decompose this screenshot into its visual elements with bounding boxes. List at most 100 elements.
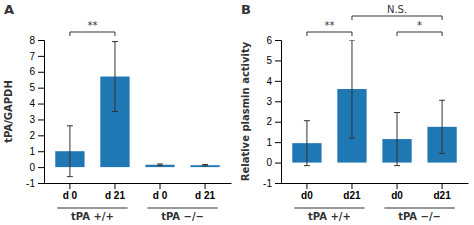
tick-mark: [114, 183, 115, 189]
tick-mark: [351, 183, 352, 189]
tick-mark: [38, 88, 44, 89]
panel: -10123456d0d21d0d21***N.S.tPA +/+tPA −/−…: [240, 2, 469, 222]
tick-mark: [38, 151, 44, 152]
bracket: [352, 16, 442, 20]
title: A: [4, 2, 14, 17]
annotations: **tPA +/+tPA −/−: [57, 20, 217, 222]
tick-label: 2: [266, 116, 272, 127]
plot: -10123456d0d21d0d21***N.S.tPA +/+tPA −/−…: [240, 4, 469, 222]
group-underline: [57, 208, 127, 209]
x-tick: d 0: [63, 183, 78, 201]
y-tick: 4: [266, 76, 281, 87]
tick-mark: [205, 183, 206, 189]
tick-mark: [442, 183, 443, 189]
bracket: [307, 32, 352, 36]
tick-label: 6: [266, 35, 272, 46]
error-bar: [349, 40, 355, 138]
tick-mark: [38, 167, 44, 168]
bracket: [70, 32, 115, 36]
error-bar: [157, 164, 163, 166]
tick-label: 3: [29, 114, 35, 125]
tick-label: -1: [26, 178, 35, 189]
tick-mark: [69, 183, 70, 189]
error-bar: [394, 113, 400, 166]
tick-label: 4: [266, 76, 272, 87]
bracket: [397, 32, 442, 36]
y-tick: 4: [29, 98, 44, 109]
tick-label: 7: [29, 51, 35, 62]
group-underline: [147, 208, 217, 209]
axis-line: [282, 183, 469, 184]
group-underline: [294, 208, 364, 209]
group-label: tPA −/−: [161, 211, 204, 222]
error-bar: [67, 126, 73, 177]
tick-mark: [38, 183, 44, 184]
tick-label: 6: [29, 66, 35, 77]
tick-label: d 21: [195, 190, 215, 201]
y-tick: 1: [29, 146, 44, 157]
tick-label: 3: [266, 96, 272, 107]
group-label: tPA +/+: [71, 211, 114, 222]
tick-mark: [38, 56, 44, 57]
tick-label: d 21: [105, 190, 125, 201]
tick-label: d 0: [63, 190, 78, 201]
y-tick: 8: [29, 35, 44, 46]
tick-label: 0: [29, 162, 35, 173]
tick-label: d0: [301, 190, 313, 201]
tick-label: 1: [29, 146, 35, 157]
axis-line: [275, 41, 282, 184]
y-axis: -1 0 1 2 3 4 5 6: [263, 35, 281, 189]
tick-label: 8: [29, 35, 35, 46]
tick-mark: [38, 72, 44, 73]
y-axis: -1 0 1 2 3 4 5 6 7 8: [26, 35, 44, 189]
y-tick: 7: [29, 51, 44, 62]
group-label: tPA −/−: [398, 211, 441, 222]
y-tick: -1: [26, 178, 44, 189]
y-tick: 0: [29, 162, 44, 173]
axis-line: [38, 41, 45, 184]
tick-mark: [397, 183, 398, 189]
x-tick: d0: [301, 183, 313, 201]
y-tick: 0: [266, 157, 281, 168]
marks: [55, 42, 219, 177]
tick-label: -1: [263, 178, 272, 189]
tick-label: d21: [343, 190, 361, 201]
y-tick: 1: [266, 137, 281, 148]
tick-mark: [275, 40, 281, 41]
y-tick: 6: [29, 66, 44, 77]
y-label: tPA/GAPDH: [3, 80, 14, 143]
x-tick: d21: [343, 183, 361, 201]
bar: [190, 165, 219, 167]
x-tick: d 21: [195, 183, 215, 201]
y-tick: 5: [29, 82, 44, 93]
error-bar: [112, 42, 118, 112]
tick-mark: [275, 60, 281, 61]
tick-mark: [275, 163, 281, 164]
x-tick: d0: [391, 183, 403, 201]
bar: [145, 165, 174, 167]
bracket-label: N.S.: [387, 4, 407, 15]
tick-mark: [38, 104, 44, 105]
y-label: Relative plasmin activity: [240, 41, 251, 181]
tick-label: d 0: [153, 190, 168, 201]
y-tick: 3: [29, 114, 44, 125]
x-axis: d0 d21 d0 d21: [282, 183, 469, 201]
tick-label: 2: [29, 130, 35, 141]
tick-label: d0: [391, 190, 403, 201]
y-tick: 5: [266, 55, 281, 66]
tick-mark: [275, 142, 281, 143]
chart: -1 0 1 2 3 4 5 6 7 8 d 0 d 21 d 0 d 21 ** tPA +/+ tPA −/…: [0, 0, 474, 225]
axis-line: [45, 183, 232, 184]
y-tick: 3: [266, 96, 281, 107]
tick-mark: [275, 122, 281, 123]
error-bar: [202, 164, 208, 166]
group-underline: [384, 208, 454, 209]
tick-label: 4: [29, 98, 35, 109]
x-axis: d 0 d 21 d 0 d 21: [45, 183, 232, 201]
bracket-label: *: [417, 20, 422, 31]
y-tick: 2: [29, 130, 44, 141]
bracket-label: **: [324, 20, 334, 31]
tick-mark: [275, 183, 281, 184]
tick-label: d21: [433, 190, 451, 201]
y-tick: 2: [266, 116, 281, 127]
